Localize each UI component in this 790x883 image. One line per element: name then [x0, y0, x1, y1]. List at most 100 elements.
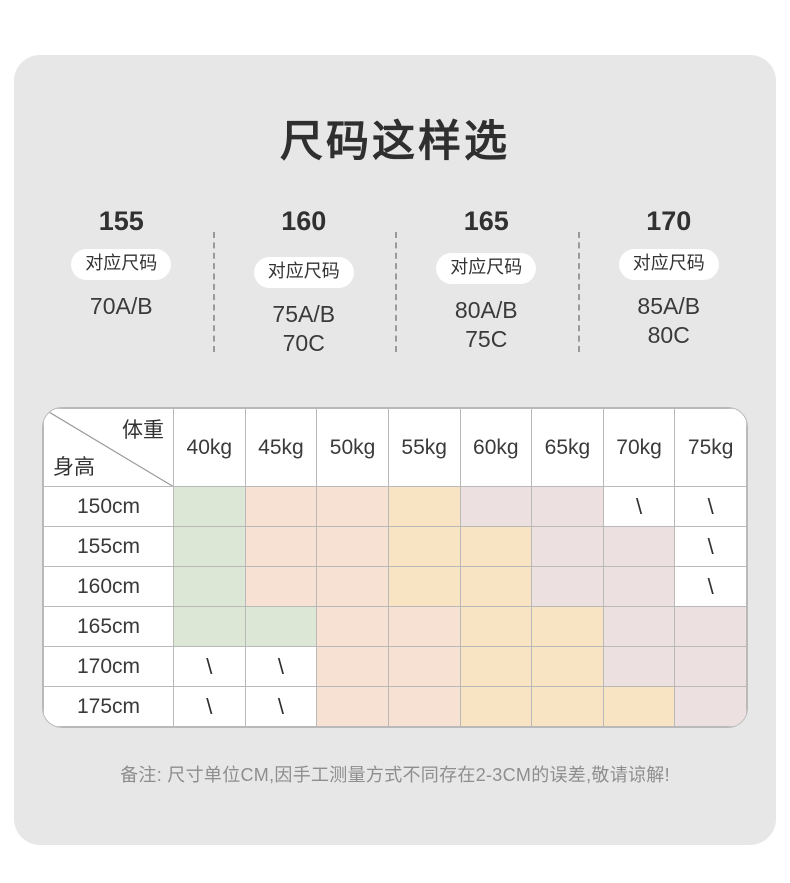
table-cell — [602, 686, 676, 727]
table-cell — [531, 486, 604, 527]
table-column-header: 55kg — [387, 408, 461, 487]
not-available-mark: \ — [636, 493, 643, 519]
table-cell — [244, 566, 318, 607]
table-column-header: 45kg — [244, 408, 318, 487]
table-cell: \ — [173, 646, 246, 687]
table-cell — [459, 566, 533, 607]
table-cell — [602, 646, 676, 687]
size-group-0[interactable]: 155 对应尺码 70A/B — [30, 205, 213, 380]
size-group-height: 165 — [463, 206, 509, 236]
table-cell — [173, 566, 246, 607]
table-cell — [531, 686, 604, 727]
page-title: 尺码这样选 — [280, 118, 510, 166]
table-row: 175cm \ \ — [43, 686, 747, 727]
size-group-pill: 对应尺码 — [71, 249, 172, 280]
table-cell — [459, 686, 533, 727]
table-cell — [244, 486, 318, 527]
table-cell — [316, 566, 389, 607]
table-cell — [173, 526, 246, 567]
not-available-mark: \ — [277, 693, 284, 719]
size-group-pill: 对应尺码 — [618, 249, 719, 280]
table-cell — [674, 686, 747, 727]
table-cell — [316, 486, 389, 527]
table-cell — [459, 646, 533, 687]
table-cell — [602, 526, 676, 567]
table-cell — [531, 526, 604, 567]
table-cell — [173, 486, 246, 527]
size-group-height: 170 — [646, 206, 692, 236]
table-row: 150cm \ \ — [43, 486, 747, 527]
table-cell — [316, 686, 389, 727]
table-row: 165cm — [43, 606, 747, 647]
table-cell: \ — [244, 686, 318, 727]
footnote: 备注: 尺寸单位CM,因手工测量方式不同存在2-3CM的误差,敬请谅解! — [120, 765, 670, 785]
table-cell — [531, 646, 604, 687]
table-column-header: 60kg — [459, 408, 533, 487]
table-cell — [531, 606, 604, 647]
table-cell — [602, 566, 676, 607]
weight-axis-label: 体重 — [122, 419, 164, 442]
table-cell — [173, 606, 246, 647]
not-available-mark: \ — [277, 653, 284, 679]
table-cell — [459, 606, 533, 647]
table-row-label: 155cm — [43, 526, 174, 567]
not-available-mark: \ — [707, 493, 714, 519]
table-cell — [387, 566, 461, 607]
table-row: 155cm \ — [43, 526, 747, 567]
table-cell: \ — [173, 686, 246, 727]
size-group-codes: 75A/B 70C — [272, 300, 336, 357]
table-cell — [459, 486, 533, 527]
table-cell — [674, 646, 747, 687]
size-group-pill: 对应尺码 — [436, 253, 537, 284]
size-group-codes: 70A/B — [89, 292, 153, 319]
table-row: 170cm \ \ — [43, 646, 747, 687]
table-cell — [244, 526, 318, 567]
size-group-2[interactable]: 165 对应尺码 80A/B 75C — [395, 205, 578, 380]
not-available-mark: \ — [707, 533, 714, 559]
table-cell — [316, 646, 389, 687]
size-group-codes: 80A/B 75C — [454, 296, 518, 353]
table-cell: \ — [244, 646, 318, 687]
table-cell — [387, 646, 461, 687]
table-cell — [387, 526, 461, 567]
table-cell — [387, 486, 461, 527]
size-matrix-table: 体重 身高 40kg 45kg 50kg 55kg 60kg 65kg 70kg 75kg 150c… — [43, 408, 747, 727]
table-cell — [602, 606, 676, 647]
table-row-label: 150cm — [43, 486, 174, 527]
table-cell — [387, 686, 461, 727]
table-row-label: 175cm — [43, 686, 174, 727]
size-group-height: 160 — [281, 206, 327, 236]
table-cell — [387, 606, 461, 647]
size-group-codes: 85A/B 80C — [637, 292, 701, 349]
size-group-height: 155 — [98, 206, 144, 236]
height-axis-label: 身高 — [53, 456, 95, 479]
table-cell — [316, 606, 389, 647]
table-cell — [244, 606, 318, 647]
table-cell — [674, 606, 747, 647]
size-matrix-card: 体重 身高 40kg 45kg 50kg 55kg 60kg 65kg 70kg 75kg 150c… — [42, 407, 748, 728]
table-row-label: 160cm — [43, 566, 174, 607]
table-column-header: 65kg — [531, 408, 604, 487]
table-row: 160cm \ — [43, 566, 747, 607]
table-column-header: 75kg — [674, 408, 747, 487]
size-group-3[interactable]: 170 对应尺码 85A/B 80C — [577, 205, 761, 380]
table-column-header: 70kg — [602, 408, 676, 487]
table-header-row: 体重 身高 40kg 45kg 50kg 55kg 60kg 65kg 70kg 75kg — [43, 408, 747, 487]
not-available-mark: \ — [206, 693, 213, 719]
table-column-header: 40kg — [173, 408, 246, 487]
size-group-pill: 对应尺码 — [253, 257, 354, 288]
size-selector-band: 155 对应尺码 70A/B 160 对应尺码 75A/B 70C 165 对应尺… — [30, 205, 760, 380]
table-column-header: 50kg — [316, 408, 389, 487]
table-row-label: 170cm — [43, 646, 174, 687]
table-corner-cell: 体重身高 — [43, 408, 174, 487]
not-available-mark: \ — [707, 573, 714, 599]
diagonal-divider-icon — [44, 409, 173, 487]
table-cell: \ — [602, 486, 676, 527]
table-cell: \ — [674, 486, 747, 527]
table-cell — [531, 566, 604, 607]
not-available-mark: \ — [206, 653, 213, 679]
size-group-1[interactable]: 160 对应尺码 75A/B 70C — [212, 205, 396, 380]
table-cell — [316, 526, 389, 567]
table-cell — [459, 526, 533, 567]
